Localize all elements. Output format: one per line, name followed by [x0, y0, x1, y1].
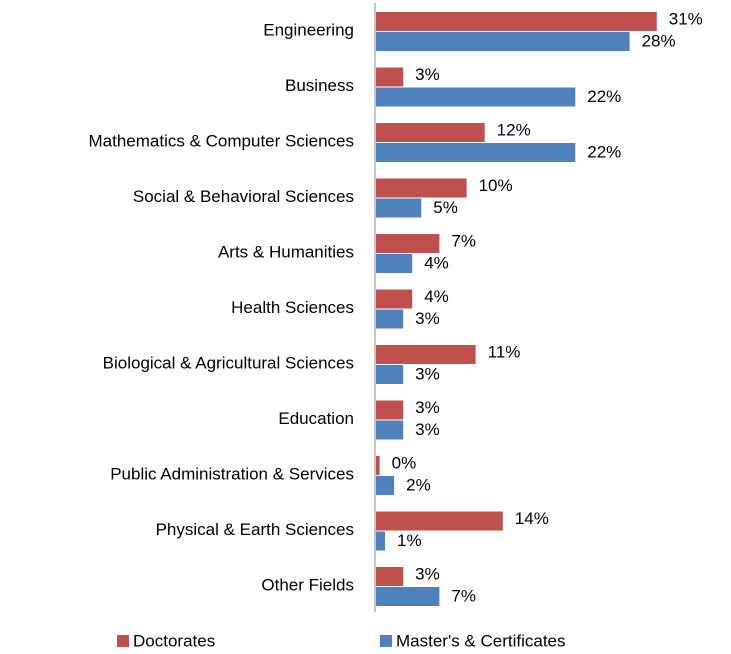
bar [376, 198, 422, 218]
bar [376, 309, 404, 329]
value-label: 2% [406, 475, 431, 494]
bar [376, 420, 404, 440]
bar [376, 123, 485, 142]
value-label: 0% [392, 453, 417, 472]
bar [376, 456, 380, 475]
bar [376, 289, 413, 309]
bar [376, 32, 630, 51]
value-label: 3% [415, 309, 440, 328]
legend-label: Master's & Certificates [396, 631, 566, 650]
value-label: 22% [587, 142, 621, 161]
value-label: 14% [515, 509, 549, 528]
category-label: Physical & Earth Sciences [156, 520, 354, 539]
category-label: Social & Behavioral Sciences [133, 187, 354, 206]
category-label: Biological & Agricultural Sciences [103, 353, 354, 372]
bar [376, 476, 395, 495]
value-label: 3% [415, 65, 440, 84]
category-label: Other Fields [261, 575, 354, 594]
bar [376, 400, 404, 420]
category-label: Engineering [263, 20, 354, 39]
bar [376, 587, 440, 606]
bar [376, 67, 404, 87]
value-label: 1% [397, 531, 422, 550]
category-label: Business [285, 76, 354, 95]
legend-swatch [380, 635, 392, 647]
category-label: Health Sciences [231, 298, 354, 317]
bar [376, 531, 386, 551]
bar [376, 178, 467, 198]
value-label: 28% [642, 31, 676, 50]
bar [376, 511, 503, 531]
legend-label: Doctorates [133, 631, 215, 650]
category-label: Public Administration & Services [110, 464, 354, 483]
value-label: 4% [424, 253, 449, 272]
value-label: 3% [415, 420, 440, 439]
legend-swatch [117, 635, 129, 647]
bar [376, 345, 476, 364]
value-label: 31% [669, 9, 703, 28]
value-label: 4% [424, 287, 449, 306]
value-label: 12% [497, 120, 531, 139]
category-label: Education [278, 409, 354, 428]
bar [376, 234, 440, 253]
value-label: 3% [415, 564, 440, 583]
bar [376, 254, 413, 273]
bar [376, 143, 576, 162]
value-label: 22% [587, 87, 621, 106]
value-label: 11% [488, 342, 521, 361]
value-label: 3% [415, 364, 440, 383]
bar [376, 567, 404, 586]
value-label: 5% [433, 198, 458, 217]
value-label: 3% [415, 398, 440, 417]
bar [376, 365, 404, 384]
value-label: 7% [451, 586, 476, 605]
bar [376, 87, 576, 107]
category-label: Mathematics & Computer Sciences [89, 131, 355, 150]
value-label: 7% [451, 231, 476, 250]
bar [376, 12, 657, 31]
value-label: 10% [479, 176, 513, 195]
category-label: Arts & Humanities [218, 242, 354, 261]
